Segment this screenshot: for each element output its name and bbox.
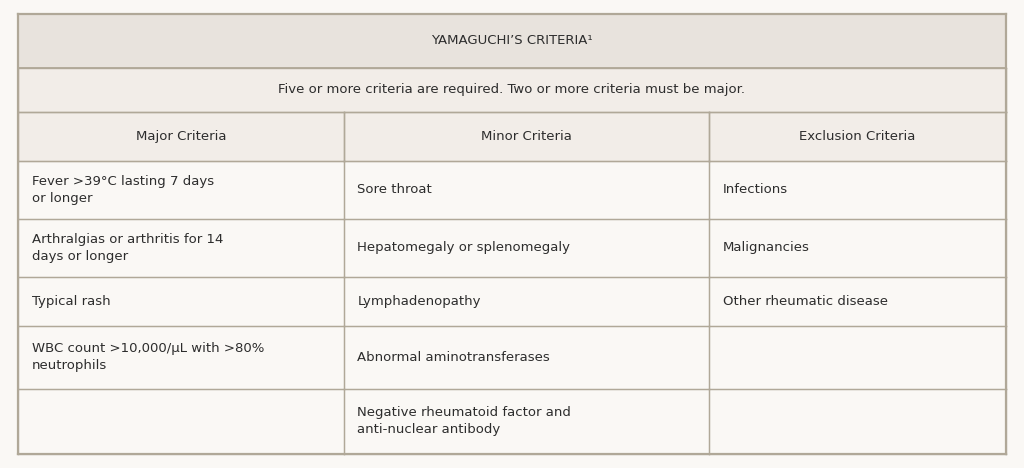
Bar (18, 14, 1006, 67)
Bar (344, 112, 710, 161)
Text: Negative rheumatoid factor and
anti-nuclear antibody: Negative rheumatoid factor and anti-nucl… (357, 406, 571, 436)
Text: Sore throat: Sore throat (357, 183, 432, 196)
Bar (18, 277, 344, 326)
Bar (710, 326, 1006, 389)
Text: Major Criteria: Major Criteria (136, 130, 226, 143)
Bar (344, 389, 710, 454)
Bar (18, 326, 344, 389)
Text: Exclusion Criteria: Exclusion Criteria (800, 130, 915, 143)
Text: Typical rash: Typical rash (32, 295, 111, 308)
Bar (344, 277, 710, 326)
Text: YAMAGUCHI’S CRITERIA¹: YAMAGUCHI’S CRITERIA¹ (431, 34, 593, 47)
Bar (18, 219, 344, 277)
Text: Abnormal aminotransferases: Abnormal aminotransferases (357, 351, 550, 364)
Text: Other rheumatic disease: Other rheumatic disease (723, 295, 888, 308)
Text: Infections: Infections (723, 183, 787, 196)
Bar (344, 326, 710, 389)
Text: Malignancies: Malignancies (723, 241, 810, 255)
Bar (710, 161, 1006, 219)
Bar (18, 67, 1006, 112)
Text: Five or more criteria are required. Two or more criteria must be major.: Five or more criteria are required. Two … (279, 83, 745, 96)
Text: Minor Criteria: Minor Criteria (481, 130, 572, 143)
Bar (710, 389, 1006, 454)
Text: WBC count >10,000/μL with >80%
neutrophils: WBC count >10,000/μL with >80% neutrophi… (32, 343, 264, 373)
Bar (710, 112, 1006, 161)
Bar (18, 112, 344, 161)
Bar (18, 161, 344, 219)
Text: Hepatomegaly or splenomegaly: Hepatomegaly or splenomegaly (357, 241, 570, 255)
Text: Lymphadenopathy: Lymphadenopathy (357, 295, 481, 308)
Bar (344, 161, 710, 219)
Bar (344, 219, 710, 277)
Text: Arthralgias or arthritis for 14
days or longer: Arthralgias or arthritis for 14 days or … (32, 233, 223, 263)
Bar (710, 277, 1006, 326)
Bar (18, 389, 344, 454)
Bar (710, 219, 1006, 277)
Text: Fever >39°C lasting 7 days
or longer: Fever >39°C lasting 7 days or longer (32, 175, 214, 205)
